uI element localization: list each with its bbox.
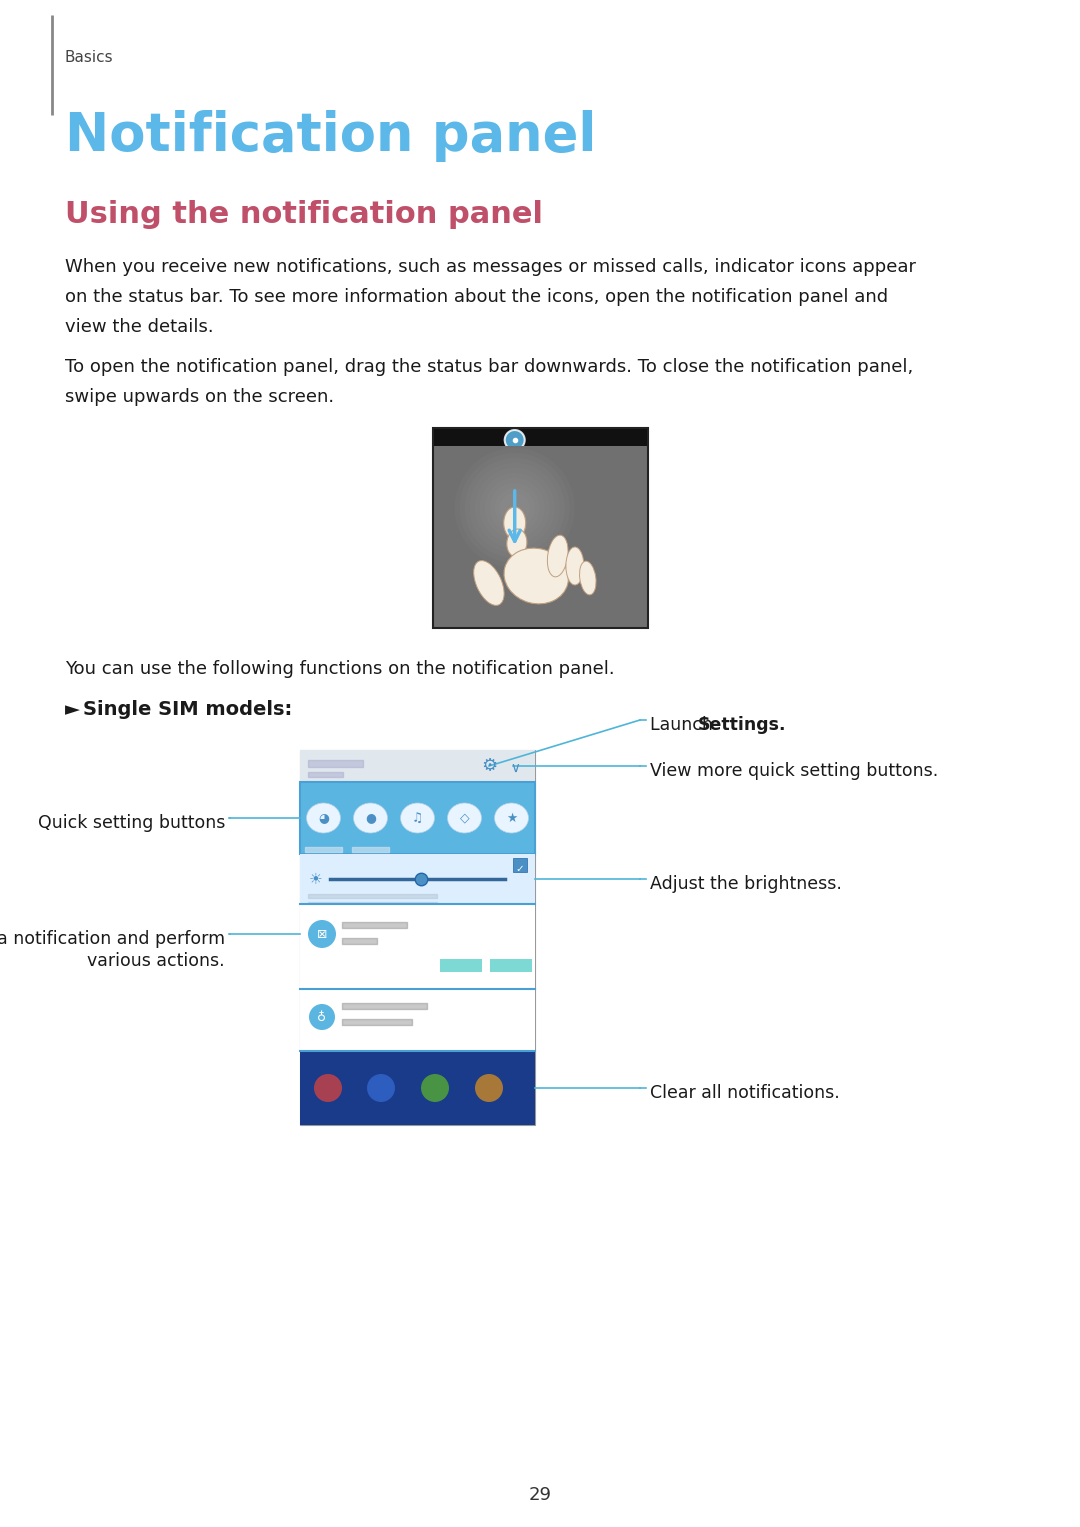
Ellipse shape: [307, 803, 340, 834]
Text: swipe upwards on the screen.: swipe upwards on the screen.: [65, 388, 334, 406]
Circle shape: [308, 919, 336, 948]
Text: Tap a notification and perform: Tap a notification and perform: [0, 930, 225, 948]
Text: Clear all notifications.: Clear all notifications.: [650, 1084, 840, 1102]
Text: ✓: ✓: [515, 864, 525, 873]
Text: Adjust the brightness.: Adjust the brightness.: [650, 875, 842, 893]
Ellipse shape: [580, 560, 596, 596]
Text: view the details.: view the details.: [65, 318, 214, 336]
Bar: [433, 428, 648, 446]
Text: ☀: ☀: [309, 872, 323, 887]
Ellipse shape: [507, 528, 527, 557]
Text: ◕: ◕: [319, 811, 329, 825]
Text: various actions.: various actions.: [87, 951, 225, 970]
Circle shape: [475, 467, 555, 548]
Text: Using the notification panel: Using the notification panel: [65, 200, 543, 229]
Circle shape: [500, 493, 529, 524]
Bar: [490, 959, 532, 973]
Text: Quick setting buttons: Quick setting buttons: [38, 814, 225, 832]
Text: To open the notification panel, drag the status bar downwards. To close the noti: To open the notification panel, drag the…: [65, 357, 914, 376]
Bar: [300, 1051, 535, 1125]
Text: You can use the following functions on the notification panel.: You can use the following functions on t…: [65, 660, 615, 678]
Bar: [300, 854, 535, 904]
Text: Basics: Basics: [65, 50, 113, 66]
Ellipse shape: [495, 803, 528, 834]
Text: ⚙: ⚙: [481, 757, 497, 776]
Ellipse shape: [447, 803, 482, 834]
Text: ►: ►: [65, 699, 86, 719]
Text: When you receive new notifications, such as messages or missed calls, indicator : When you receive new notifications, such…: [65, 258, 916, 276]
Circle shape: [314, 1073, 342, 1102]
Text: ♫: ♫: [411, 811, 423, 825]
Text: 29: 29: [528, 1486, 552, 1504]
Text: ⊠: ⊠: [316, 927, 327, 941]
Circle shape: [504, 431, 525, 450]
Ellipse shape: [566, 547, 584, 585]
Bar: [513, 858, 527, 872]
Ellipse shape: [548, 534, 568, 577]
Ellipse shape: [504, 548, 568, 603]
Bar: [300, 904, 535, 989]
Circle shape: [367, 1073, 395, 1102]
Text: ●: ●: [365, 811, 376, 825]
Ellipse shape: [401, 803, 434, 834]
Text: ◇: ◇: [460, 811, 470, 825]
Circle shape: [455, 447, 575, 568]
Circle shape: [470, 463, 559, 553]
Text: Launch: Launch: [650, 716, 718, 734]
Circle shape: [495, 489, 535, 528]
Circle shape: [309, 1003, 335, 1031]
Bar: [440, 959, 482, 973]
Ellipse shape: [474, 560, 504, 605]
Ellipse shape: [503, 507, 526, 539]
Bar: [300, 750, 535, 1125]
Text: ∧: ∧: [508, 759, 518, 773]
Text: ♁: ♁: [318, 1011, 326, 1023]
Circle shape: [485, 478, 544, 538]
Text: View more quick setting buttons.: View more quick setting buttons.: [650, 762, 939, 780]
Ellipse shape: [353, 803, 388, 834]
Bar: [300, 989, 535, 1051]
Circle shape: [460, 454, 570, 563]
Text: ★: ★: [505, 811, 517, 825]
Bar: [300, 750, 535, 782]
Text: Single SIM models:: Single SIM models:: [83, 699, 293, 719]
Text: Settings.: Settings.: [698, 716, 786, 734]
Text: Notification panel: Notification panel: [65, 110, 596, 162]
Bar: [433, 428, 648, 628]
Bar: [433, 446, 648, 628]
Circle shape: [489, 483, 540, 533]
Circle shape: [475, 1073, 503, 1102]
Bar: [300, 782, 535, 854]
Circle shape: [480, 473, 550, 544]
Circle shape: [421, 1073, 449, 1102]
Circle shape: [464, 458, 565, 557]
Text: on the status bar. To see more information about the icons, open the notificatio: on the status bar. To see more informati…: [65, 289, 888, 305]
